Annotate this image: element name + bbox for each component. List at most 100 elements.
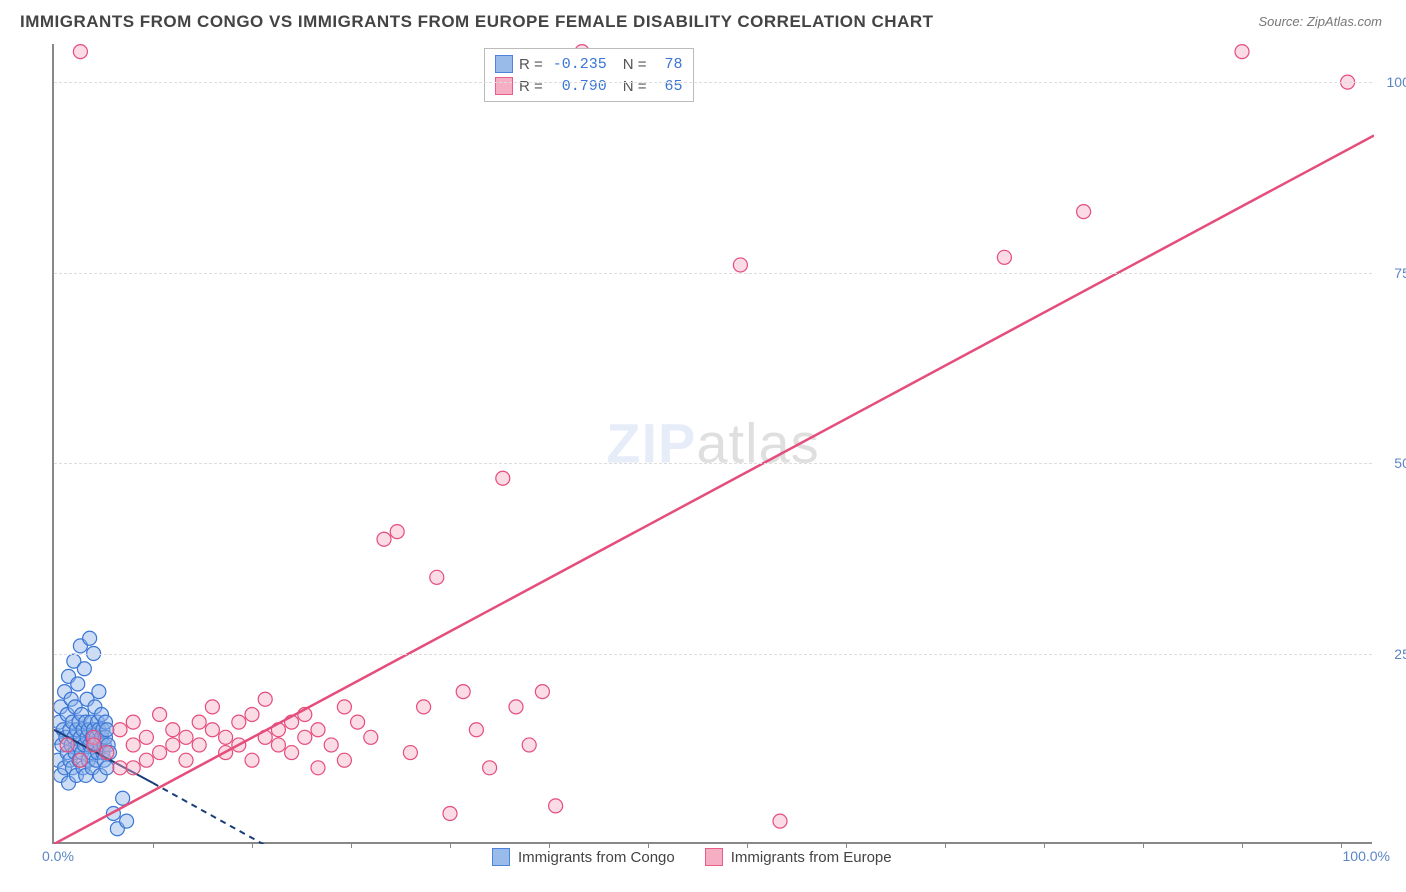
data-point xyxy=(443,807,457,821)
y-tick-label: 100.0% xyxy=(1387,74,1406,90)
data-point xyxy=(73,45,87,59)
data-point xyxy=(456,685,470,699)
source-attribution: Source: ZipAtlas.com xyxy=(1258,14,1382,29)
data-point xyxy=(153,746,167,760)
data-point xyxy=(311,723,325,737)
data-point xyxy=(403,746,417,760)
trend-line xyxy=(54,135,1374,844)
data-point xyxy=(179,753,193,767)
x-tick-min: 0.0% xyxy=(42,848,74,864)
chart-title: IMMIGRANTS FROM CONGO VS IMMIGRANTS FROM… xyxy=(20,12,934,32)
data-point xyxy=(120,814,134,828)
data-point xyxy=(71,677,85,691)
data-point xyxy=(364,730,378,744)
legend-swatch xyxy=(495,55,513,73)
gridline xyxy=(54,463,1372,464)
x-tick-mark xyxy=(1242,842,1243,848)
data-point xyxy=(417,700,431,714)
data-point xyxy=(77,662,91,676)
data-point xyxy=(205,723,219,737)
data-point xyxy=(166,723,180,737)
data-point xyxy=(219,730,233,744)
chart-plot-area: ZIPatlas 0.0% 100.0% R =-0.235N =78R =0.… xyxy=(52,44,1372,844)
legend-n-value: 65 xyxy=(653,78,683,95)
data-point xyxy=(100,723,114,737)
data-point xyxy=(509,700,523,714)
series-legend-label: Immigrants from Europe xyxy=(731,849,892,866)
legend-row: R = 0.790 N = 65 xyxy=(495,75,683,97)
legend-r-label: R = xyxy=(519,56,543,73)
data-point xyxy=(245,707,259,721)
data-point xyxy=(535,685,549,699)
data-point xyxy=(179,730,193,744)
data-point xyxy=(271,738,285,752)
legend-r-value: -0.235 xyxy=(549,56,607,73)
data-point xyxy=(60,738,74,752)
x-tick-mark xyxy=(846,842,847,848)
data-point xyxy=(324,738,338,752)
data-point xyxy=(83,631,97,645)
trend-line-extrapolated xyxy=(153,783,318,844)
data-point xyxy=(1077,205,1091,219)
y-tick-label: 25.0% xyxy=(1394,646,1406,662)
data-point xyxy=(258,692,272,706)
series-legend-item: Immigrants from Congo xyxy=(492,848,675,866)
data-point xyxy=(153,707,167,721)
x-tick-mark xyxy=(747,842,748,848)
data-point xyxy=(192,738,206,752)
data-point xyxy=(139,730,153,744)
legend-row: R =-0.235N =78 xyxy=(495,53,683,75)
data-point xyxy=(232,715,246,729)
chart-svg-layer xyxy=(54,44,1374,844)
data-point xyxy=(205,700,219,714)
data-point xyxy=(549,799,563,813)
data-point xyxy=(469,723,483,737)
data-point xyxy=(166,738,180,752)
data-point xyxy=(126,761,140,775)
series-legend-item: Immigrants from Europe xyxy=(705,848,892,866)
data-point xyxy=(311,761,325,775)
gridline xyxy=(54,654,1372,655)
legend-n-label: N = xyxy=(623,56,647,73)
data-point xyxy=(377,532,391,546)
data-point xyxy=(522,738,536,752)
x-tick-mark xyxy=(945,842,946,848)
x-tick-max: 100.0% xyxy=(1343,848,1390,864)
data-point xyxy=(126,738,140,752)
data-point xyxy=(773,814,787,828)
data-point xyxy=(483,761,497,775)
data-point xyxy=(430,570,444,584)
data-point xyxy=(997,250,1011,264)
legend-swatch xyxy=(495,77,513,95)
data-point xyxy=(100,761,114,775)
x-tick-mark xyxy=(1143,842,1144,848)
data-point xyxy=(733,258,747,272)
data-point xyxy=(73,753,87,767)
data-point xyxy=(351,715,365,729)
x-tick-mark xyxy=(153,842,154,848)
data-point xyxy=(92,685,106,699)
gridline xyxy=(54,273,1372,274)
y-tick-label: 50.0% xyxy=(1394,455,1406,471)
x-tick-mark xyxy=(450,842,451,848)
legend-r-label: R = xyxy=(519,78,543,95)
series-legend-label: Immigrants from Congo xyxy=(518,849,675,866)
data-point xyxy=(285,746,299,760)
x-tick-mark xyxy=(549,842,550,848)
y-tick-label: 75.0% xyxy=(1394,265,1406,281)
data-point xyxy=(1235,45,1249,59)
data-point xyxy=(337,700,351,714)
data-point xyxy=(298,730,312,744)
data-point xyxy=(113,723,127,737)
x-tick-mark xyxy=(648,842,649,848)
x-tick-mark xyxy=(351,842,352,848)
data-point xyxy=(100,746,114,760)
legend-n-label: N = xyxy=(623,78,647,95)
legend-r-value: 0.790 xyxy=(549,78,607,95)
legend-swatch xyxy=(705,848,723,866)
x-tick-mark xyxy=(1341,842,1342,848)
data-point xyxy=(192,715,206,729)
series-legend: Immigrants from Congo Immigrants from Eur… xyxy=(492,848,892,866)
data-point xyxy=(337,753,351,767)
data-point xyxy=(113,761,127,775)
